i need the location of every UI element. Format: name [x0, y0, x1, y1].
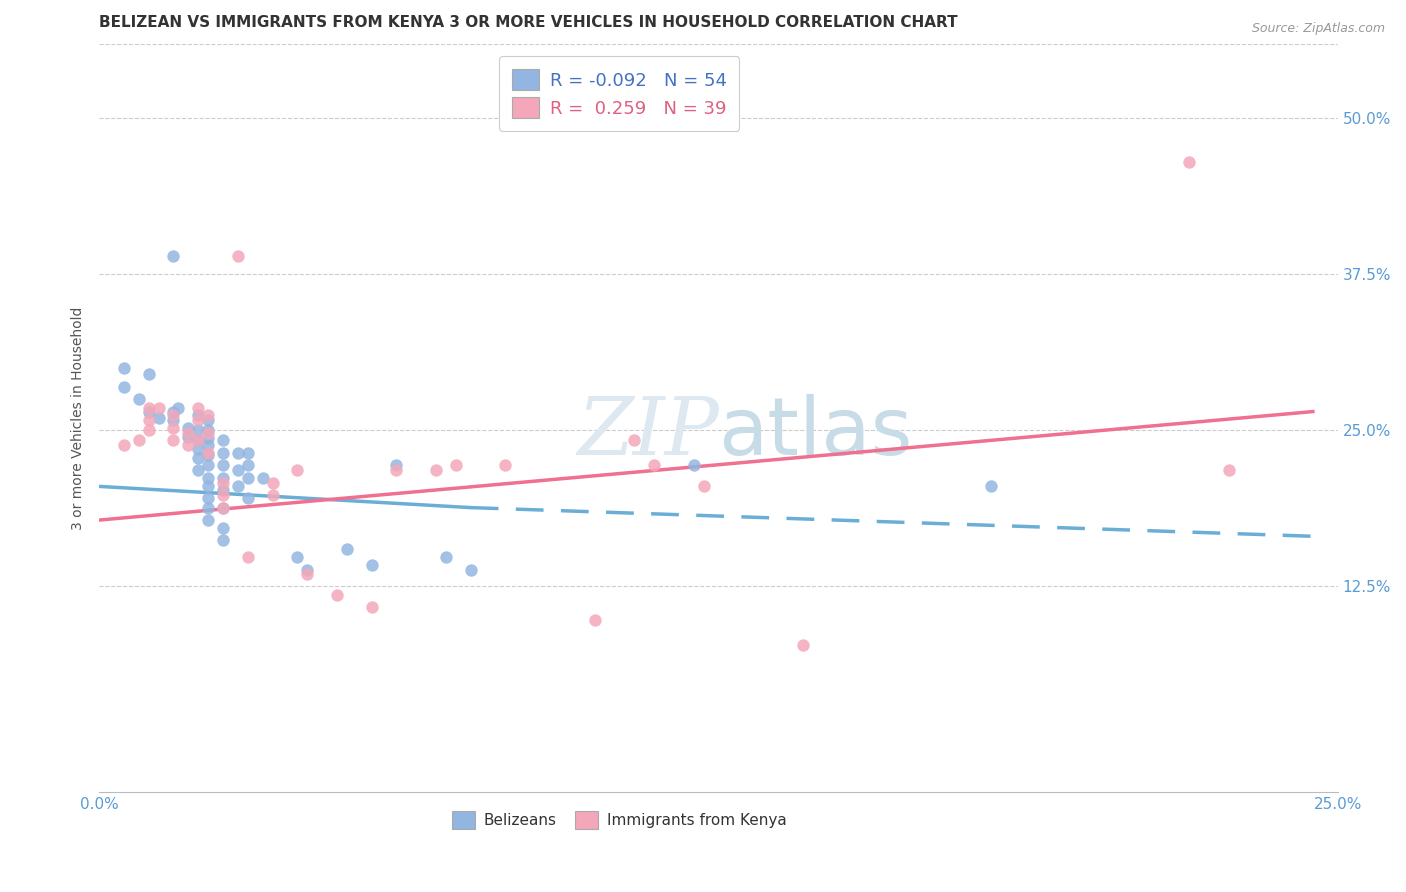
Point: [212, 458, 235, 473]
Point: [226, 479, 249, 493]
Point: [285, 550, 308, 565]
Point: [177, 421, 200, 435]
Point: [360, 600, 382, 615]
Point: [236, 458, 259, 473]
Point: [460, 563, 482, 577]
Point: [212, 446, 235, 460]
Point: [197, 446, 219, 460]
Point: [326, 588, 349, 602]
Point: [226, 446, 249, 460]
Point: [425, 463, 447, 477]
Point: [197, 448, 219, 462]
Point: [212, 434, 235, 448]
Point: [197, 425, 219, 440]
Point: [197, 423, 219, 437]
Point: [138, 367, 160, 381]
Point: [623, 434, 645, 448]
Point: [236, 550, 259, 565]
Point: [197, 479, 219, 493]
Point: [197, 431, 219, 445]
Point: [197, 513, 219, 527]
Point: [128, 392, 150, 406]
Point: [643, 458, 665, 473]
Text: atlas: atlas: [718, 393, 912, 472]
Point: [148, 410, 170, 425]
Point: [187, 442, 209, 456]
Point: [148, 401, 170, 415]
Point: [434, 550, 457, 565]
Point: [197, 458, 219, 473]
Point: [162, 413, 184, 427]
Point: [212, 520, 235, 534]
Point: [187, 450, 209, 465]
Point: [212, 500, 235, 515]
Point: [682, 458, 704, 473]
Point: [212, 471, 235, 485]
Point: [197, 500, 219, 515]
Point: [138, 423, 160, 437]
Point: [187, 401, 209, 415]
Text: Source: ZipAtlas.com: Source: ZipAtlas.com: [1251, 22, 1385, 36]
Point: [162, 421, 184, 435]
Point: [692, 479, 714, 493]
Point: [162, 249, 184, 263]
Point: [385, 458, 408, 473]
Point: [494, 458, 516, 473]
Point: [336, 541, 359, 556]
Point: [187, 409, 209, 423]
Point: [295, 563, 318, 577]
Point: [197, 413, 219, 427]
Point: [177, 438, 200, 452]
Point: [212, 488, 235, 502]
Point: [792, 638, 814, 652]
Text: BELIZEAN VS IMMIGRANTS FROM KENYA 3 OR MORE VEHICLES IN HOUSEHOLD CORRELATION CH: BELIZEAN VS IMMIGRANTS FROM KENYA 3 OR M…: [100, 15, 957, 30]
Point: [262, 475, 284, 490]
Point: [197, 438, 219, 452]
Point: [262, 488, 284, 502]
Point: [583, 613, 606, 627]
Point: [187, 463, 209, 477]
Point: [197, 491, 219, 505]
Point: [112, 379, 135, 393]
Point: [360, 558, 382, 572]
Point: [252, 471, 274, 485]
Point: [212, 533, 235, 547]
Point: [226, 463, 249, 477]
Legend: Belizeans, Immigrants from Kenya: Belizeans, Immigrants from Kenya: [444, 804, 794, 837]
Point: [177, 429, 200, 443]
Point: [128, 434, 150, 448]
Point: [212, 475, 235, 490]
Point: [285, 463, 308, 477]
Point: [162, 409, 184, 423]
Point: [980, 479, 1002, 493]
Point: [1178, 155, 1201, 169]
Point: [385, 463, 408, 477]
Point: [197, 409, 219, 423]
Point: [197, 471, 219, 485]
Y-axis label: 3 or more Vehicles in Household: 3 or more Vehicles in Household: [72, 306, 86, 530]
Point: [1218, 463, 1240, 477]
Point: [187, 434, 209, 448]
Point: [177, 425, 200, 440]
Point: [187, 413, 209, 427]
Point: [138, 401, 160, 415]
Point: [236, 471, 259, 485]
Point: [162, 434, 184, 448]
Point: [167, 401, 190, 415]
Point: [212, 500, 235, 515]
Point: [187, 434, 209, 448]
Point: [112, 360, 135, 375]
Point: [162, 404, 184, 418]
Point: [112, 438, 135, 452]
Point: [444, 458, 467, 473]
Point: [187, 423, 209, 437]
Point: [212, 483, 235, 497]
Point: [236, 491, 259, 505]
Point: [226, 249, 249, 263]
Point: [138, 404, 160, 418]
Point: [236, 446, 259, 460]
Point: [295, 566, 318, 581]
Text: ZIP: ZIP: [576, 394, 718, 472]
Point: [138, 413, 160, 427]
